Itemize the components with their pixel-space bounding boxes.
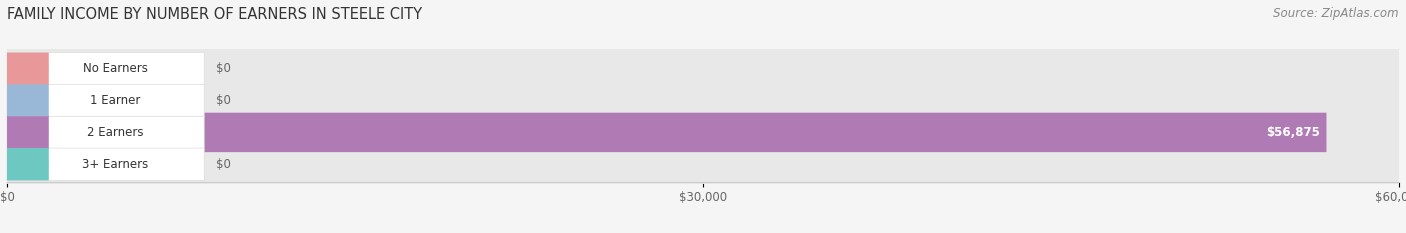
Text: FAMILY INCOME BY NUMBER OF EARNERS IN STEELE CITY: FAMILY INCOME BY NUMBER OF EARNERS IN ST… — [7, 7, 422, 22]
FancyBboxPatch shape — [7, 49, 1399, 89]
Text: 1 Earner: 1 Earner — [90, 94, 141, 107]
Text: $56,875: $56,875 — [1265, 126, 1319, 139]
FancyBboxPatch shape — [7, 53, 49, 85]
Text: 2 Earners: 2 Earners — [87, 126, 143, 139]
FancyBboxPatch shape — [7, 84, 49, 117]
FancyBboxPatch shape — [7, 53, 204, 85]
FancyBboxPatch shape — [7, 84, 204, 117]
FancyBboxPatch shape — [7, 113, 1326, 152]
FancyBboxPatch shape — [7, 148, 204, 180]
Text: $0: $0 — [217, 158, 231, 171]
Text: $0: $0 — [217, 62, 231, 75]
FancyBboxPatch shape — [7, 148, 49, 180]
FancyBboxPatch shape — [7, 116, 49, 149]
Text: $0: $0 — [217, 94, 231, 107]
FancyBboxPatch shape — [7, 116, 204, 149]
FancyBboxPatch shape — [7, 81, 1399, 120]
FancyBboxPatch shape — [7, 144, 1399, 184]
Text: Source: ZipAtlas.com: Source: ZipAtlas.com — [1274, 7, 1399, 20]
FancyBboxPatch shape — [7, 113, 1399, 152]
Text: No Earners: No Earners — [83, 62, 148, 75]
Text: 3+ Earners: 3+ Earners — [83, 158, 149, 171]
